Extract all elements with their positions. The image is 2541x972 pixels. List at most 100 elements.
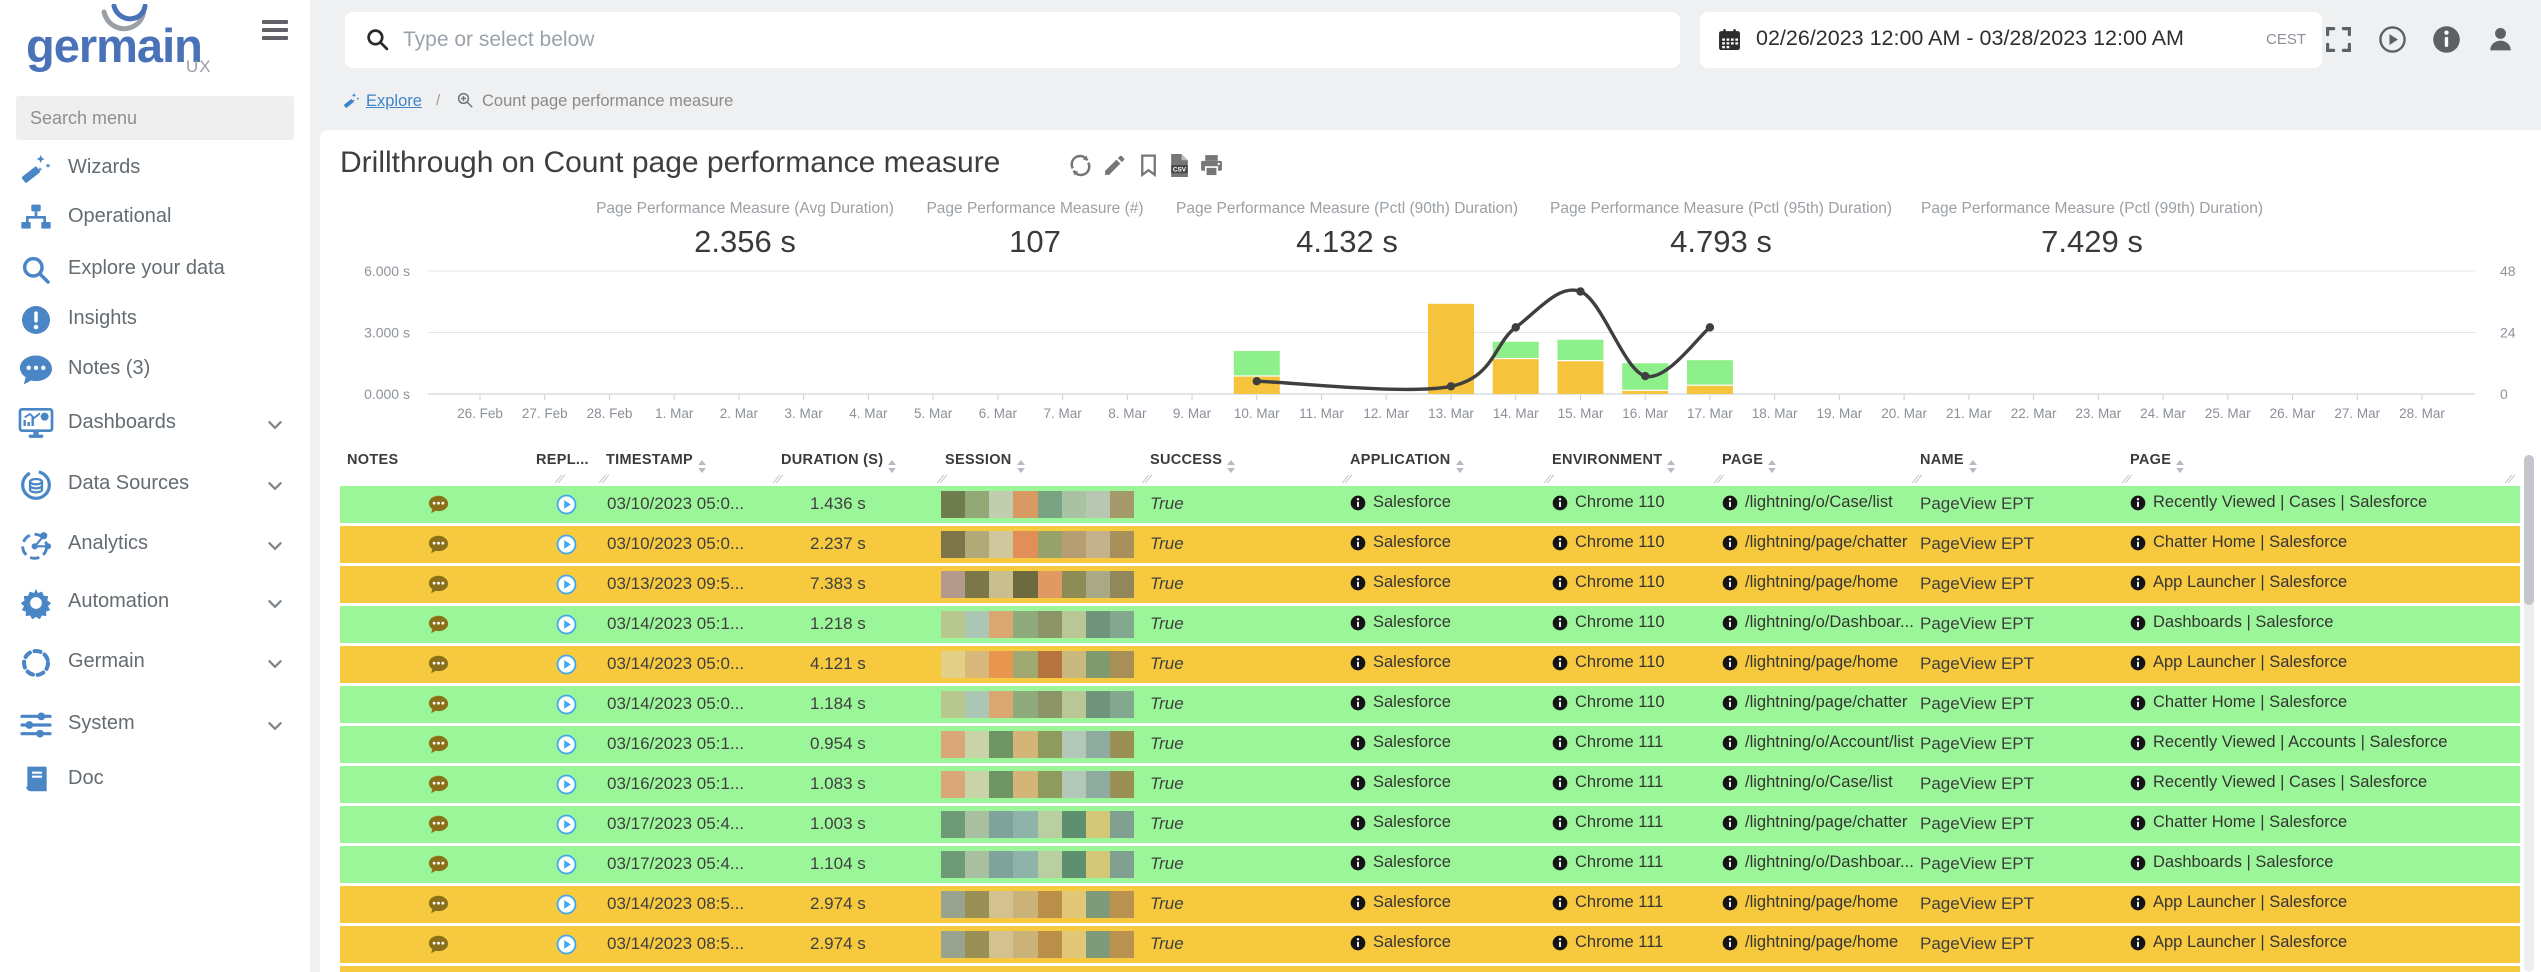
info-icon[interactable] [1350, 855, 1366, 871]
note-bubble-icon[interactable] [428, 894, 449, 915]
note-bubble-icon[interactable] [428, 494, 449, 515]
table-row[interactable]: 03/17/2023 05:4...1.003 sTrueSalesforceC… [340, 806, 2520, 843]
info-icon[interactable] [1552, 495, 1568, 511]
table-row[interactable]: 03/14/2023 08:5...2.974 sTrueSalesforceC… [340, 926, 2520, 963]
info-icon[interactable] [1722, 535, 1738, 551]
session-strip[interactable] [941, 851, 1134, 878]
note-bubble-icon[interactable] [428, 574, 449, 595]
count-line-point[interactable] [1706, 323, 1714, 331]
breadcrumb-explore-link[interactable]: Explore [366, 92, 422, 111]
menu-toggle-icon[interactable] [262, 20, 288, 40]
info-circle-icon[interactable] [2432, 25, 2461, 54]
table-row[interactable]: 03/14/2023 05:1...1.218 sTrueSalesforceC… [340, 606, 2520, 643]
info-icon[interactable] [1552, 935, 1568, 951]
replay-icon[interactable] [556, 694, 577, 715]
session-strip[interactable] [941, 611, 1134, 638]
column-resize-grip[interactable]: ∕∕ [1717, 472, 1723, 486]
sort-arrows-icon[interactable] [1227, 460, 1235, 473]
session-strip[interactable] [941, 571, 1134, 598]
column-resize-grip[interactable]: ∕∕ [2125, 472, 2131, 486]
info-icon[interactable] [1722, 695, 1738, 711]
info-icon[interactable] [1722, 735, 1738, 751]
sidebar-item-wizards[interactable]: Wizards [0, 148, 310, 192]
sort-arrows-icon[interactable] [1768, 460, 1776, 473]
bar-green[interactable] [1687, 360, 1733, 384]
note-bubble-icon[interactable] [428, 854, 449, 875]
info-icon[interactable] [2130, 735, 2146, 751]
user-icon[interactable] [2486, 25, 2515, 54]
info-icon[interactable] [2130, 615, 2146, 631]
note-bubble-icon[interactable] [428, 774, 449, 795]
column-resize-grip[interactable]: ∕∕ [602, 472, 608, 486]
column-header-page[interactable]: PAGE [2130, 452, 2184, 473]
sort-arrows-icon[interactable] [1969, 460, 1977, 473]
note-bubble-icon[interactable] [428, 734, 449, 755]
replay-icon[interactable] [556, 854, 577, 875]
csv-file-icon[interactable]: CSV [1167, 153, 1192, 178]
session-strip[interactable] [941, 691, 1134, 718]
date-range-picker[interactable]: 02/26/2023 12:00 AM - 03/28/2023 12:00 A… [1700, 12, 2322, 68]
table-row[interactable]: 03/10/2023 05:0...1.436 sTrueSalesforceC… [340, 486, 2520, 523]
note-bubble-icon[interactable] [428, 814, 449, 835]
column-header-repl[interactable]: REPL... [536, 452, 589, 468]
bar-orange[interactable] [1687, 386, 1733, 394]
info-icon[interactable] [2130, 815, 2146, 831]
sidebar-item-system[interactable]: System [0, 704, 310, 748]
info-icon[interactable] [1722, 775, 1738, 791]
sidebar-item-automation[interactable]: Automation [0, 582, 310, 626]
bar-green[interactable] [1557, 340, 1603, 360]
info-icon[interactable] [1350, 575, 1366, 591]
column-resize-grip[interactable]: ∕∕ [1145, 472, 1151, 486]
table-row[interactable]: 03/16/2023 05:1...1.083 sTrueSalesforceC… [340, 766, 2520, 803]
session-strip[interactable] [941, 491, 1134, 518]
column-header-name[interactable]: NAME [1920, 452, 1977, 473]
info-icon[interactable] [2130, 535, 2146, 551]
info-icon[interactable] [2130, 855, 2146, 871]
session-strip[interactable] [941, 891, 1134, 918]
table-row[interactable]: 03/16/2023 05:1...0.954 sTrueSalesforceC… [340, 726, 2520, 763]
column-resize-grip[interactable]: ∕∕ [776, 472, 782, 486]
info-icon[interactable] [1350, 695, 1366, 711]
chevron-down-icon[interactable] [266, 416, 284, 434]
sort-arrows-icon[interactable] [1456, 460, 1464, 473]
info-icon[interactable] [1722, 655, 1738, 671]
table-scrollbar[interactable] [2524, 455, 2534, 972]
info-icon[interactable] [2130, 775, 2146, 791]
sort-arrows-icon[interactable] [2176, 460, 2184, 473]
global-search-input[interactable] [403, 12, 1653, 68]
info-icon[interactable] [1722, 815, 1738, 831]
column-resize-grip[interactable]: ∕∕ [558, 472, 564, 486]
chevron-down-icon[interactable] [266, 477, 284, 495]
info-icon[interactable] [2130, 695, 2146, 711]
info-icon[interactable] [2130, 495, 2146, 511]
scrollbar-thumb[interactable] [2524, 455, 2534, 605]
sort-arrows-icon[interactable] [1667, 460, 1675, 473]
table-row[interactable] [340, 966, 2520, 972]
chevron-down-icon[interactable] [266, 717, 284, 735]
table-row[interactable]: 03/10/2023 05:0...2.237 sTrueSalesforceC… [340, 526, 2520, 563]
chevron-down-icon[interactable] [266, 655, 284, 673]
sidebar-item-dashboards[interactable]: Dashboards [0, 403, 310, 447]
table-row[interactable]: 03/13/2023 09:5...7.383 sTrueSalesforceC… [340, 566, 2520, 603]
info-icon[interactable] [1350, 535, 1366, 551]
info-icon[interactable] [2130, 655, 2146, 671]
info-icon[interactable] [1722, 855, 1738, 871]
sidebar-item-operational[interactable]: Operational [0, 197, 310, 241]
info-icon[interactable] [1552, 535, 1568, 551]
info-icon[interactable] [1722, 935, 1738, 951]
logo[interactable]: germain UX [26, 10, 276, 82]
sidebar-item-doc[interactable]: Doc [0, 759, 310, 803]
replay-icon[interactable] [556, 934, 577, 955]
info-icon[interactable] [1552, 815, 1568, 831]
note-bubble-icon[interactable] [428, 654, 449, 675]
column-header-application[interactable]: APPLICATION [1350, 452, 1464, 473]
sort-arrows-icon[interactable] [888, 460, 896, 473]
note-bubble-icon[interactable] [428, 934, 449, 955]
sidebar-search-input[interactable]: Search menu [16, 96, 294, 140]
bar-orange[interactable] [1622, 391, 1668, 394]
bar-orange[interactable] [1493, 359, 1539, 394]
table-row[interactable]: 03/14/2023 08:5...2.974 sTrueSalesforceC… [340, 886, 2520, 923]
info-icon[interactable] [1552, 695, 1568, 711]
info-icon[interactable] [1722, 575, 1738, 591]
column-header-page[interactable]: PAGE [1722, 452, 1776, 473]
